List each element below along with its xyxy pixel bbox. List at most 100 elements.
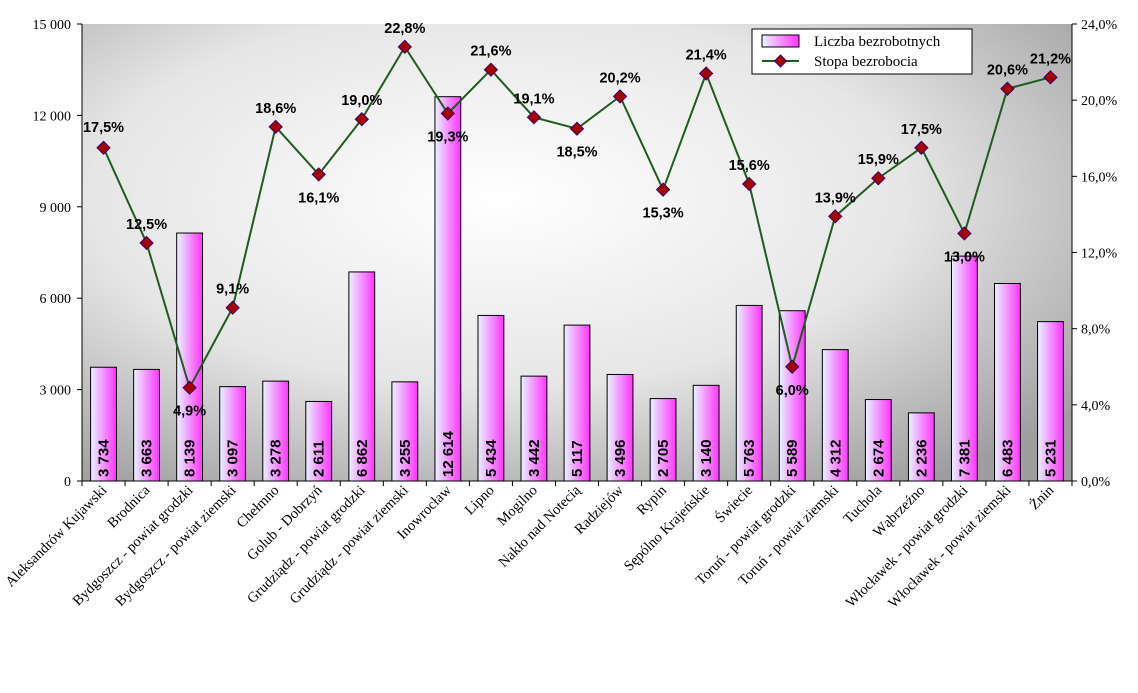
legend: Liczba bezrobotnych Stopa bezrobocia bbox=[751, 28, 973, 75]
rate-value-label: 13,0% bbox=[944, 249, 985, 265]
rate-marker bbox=[483, 62, 499, 77]
bar-value-label: 3 140 bbox=[698, 439, 715, 477]
right-tick-label: 4,0% bbox=[1081, 399, 1111, 414]
bar-value-label: 2 236 bbox=[913, 439, 930, 477]
rate-value-label: 21,4% bbox=[686, 48, 727, 64]
rate-marker bbox=[268, 119, 283, 135]
left-tick-label: 15 000 bbox=[33, 18, 72, 33]
bar bbox=[907, 412, 935, 482]
right-tick-label: 0,0% bbox=[1081, 475, 1111, 490]
rate-value-label: 15,3% bbox=[643, 206, 684, 222]
category-label: Lipno bbox=[462, 483, 498, 519]
bar-value-label: 2 705 bbox=[655, 439, 672, 477]
bar-value-label: 3 097 bbox=[225, 439, 242, 477]
rate-value-label: 6,0% bbox=[776, 383, 809, 399]
bar bbox=[434, 96, 462, 482]
bar-value-label: 5 763 bbox=[741, 439, 758, 477]
bar-value-label: 12 614 bbox=[440, 430, 457, 477]
bar bbox=[649, 398, 677, 482]
category-label: Żnin bbox=[1027, 482, 1058, 513]
left-tick-label: 3 000 bbox=[40, 384, 72, 399]
legend-bar-swatch bbox=[761, 34, 800, 48]
left-tick-label: 0 bbox=[64, 475, 71, 490]
bar-value-label: 6 483 bbox=[999, 439, 1016, 477]
rate-value-label: 18,5% bbox=[556, 145, 597, 161]
rate-value-label: 17,5% bbox=[901, 122, 942, 138]
left-tick-label: 9 000 bbox=[40, 201, 72, 216]
bar bbox=[994, 282, 1021, 482]
bar bbox=[348, 271, 376, 482]
rate-value-label: 15,6% bbox=[729, 158, 770, 174]
rate-value-label: 20,2% bbox=[599, 70, 640, 86]
left-tick-label: 6 000 bbox=[40, 292, 72, 307]
rate-marker bbox=[354, 112, 369, 127]
bar bbox=[950, 255, 978, 482]
bar bbox=[563, 324, 591, 482]
rate-marker bbox=[139, 235, 154, 251]
bar-value-label: 2 611 bbox=[311, 440, 328, 477]
category-label: Rypin bbox=[634, 482, 671, 519]
rate-marker bbox=[741, 176, 757, 192]
rate-marker bbox=[914, 140, 929, 155]
rate-marker bbox=[871, 171, 886, 186]
left-tick-label: 12 000 bbox=[33, 109, 72, 124]
rate-marker bbox=[569, 121, 585, 136]
rate-value-label: 15,9% bbox=[858, 152, 899, 168]
rate-value-label: 16,1% bbox=[298, 190, 339, 206]
bar bbox=[477, 314, 505, 482]
legend-label-bars: Liczba bezrobotnych bbox=[814, 34, 941, 50]
legend-label-line: Stopa bezrobocia bbox=[814, 54, 918, 70]
bar-value-label: 6 862 bbox=[354, 439, 371, 477]
bar-value-label: 3 496 bbox=[612, 439, 629, 477]
rate-marker bbox=[440, 106, 456, 121]
rate-marker bbox=[785, 359, 800, 374]
bar bbox=[391, 381, 419, 482]
rate-value-label: 20,6% bbox=[987, 63, 1028, 79]
bar bbox=[864, 399, 892, 482]
rate-marker bbox=[182, 380, 197, 395]
right-tick-label: 16,0% bbox=[1081, 170, 1118, 185]
rate-value-label: 19,1% bbox=[513, 91, 554, 107]
rate-value-label: 21,6% bbox=[470, 44, 511, 60]
bar-value-label: 4 312 bbox=[827, 439, 844, 477]
bar-value-labels: 3 734 3 663 8 139 3 097 3 278 2 611 6 862 3 255… bbox=[96, 430, 1060, 477]
rate-marker bbox=[526, 110, 542, 125]
rate-marker bbox=[957, 226, 972, 241]
rate-marker bbox=[397, 39, 413, 55]
bar-value-label: 5 117 bbox=[569, 440, 586, 477]
rate-marker bbox=[698, 66, 714, 81]
bar-value-label: 8 139 bbox=[182, 439, 199, 477]
right-tick-label: 20,0% bbox=[1081, 94, 1118, 109]
bar bbox=[133, 368, 160, 482]
rate-value-label: 21,2% bbox=[1030, 51, 1071, 67]
bar bbox=[90, 366, 117, 482]
bar-value-label: 5 231 bbox=[1042, 439, 1059, 477]
rate-value-label: 19,0% bbox=[341, 93, 382, 109]
rate-marker bbox=[311, 167, 326, 182]
rate-value-label: 19,3% bbox=[427, 129, 468, 145]
bar-value-label: 3 278 bbox=[268, 439, 285, 477]
rate-marker bbox=[96, 140, 111, 155]
bar bbox=[692, 384, 720, 482]
bar bbox=[821, 349, 849, 482]
category-label: Golub - Dobrzyń bbox=[244, 482, 326, 564]
bar-value-label: 3 663 bbox=[139, 439, 156, 477]
bar-value-label: 3 442 bbox=[526, 439, 543, 477]
rate-value-label: 22,8% bbox=[384, 21, 425, 37]
bar-value-label: 5 589 bbox=[784, 439, 801, 477]
bar-value-label: 2 674 bbox=[870, 439, 887, 477]
bar-value-label: 3 734 bbox=[96, 439, 113, 477]
right-tick-label: 12,0% bbox=[1081, 247, 1118, 262]
rate-marker bbox=[1043, 70, 1058, 85]
rate-marker bbox=[225, 300, 240, 315]
bar-value-label: 5 434 bbox=[483, 439, 500, 477]
rate-marker bbox=[612, 89, 628, 104]
rate-value-label: 9,1% bbox=[216, 282, 249, 298]
legend-marker-icon bbox=[773, 54, 788, 68]
right-tick-label: 24,0% bbox=[1081, 18, 1118, 33]
rate-value-label: 18,6% bbox=[255, 101, 296, 117]
bar bbox=[1037, 321, 1064, 482]
rate-marker bbox=[1000, 81, 1015, 96]
bar-value-label: 7 381 bbox=[956, 439, 973, 477]
